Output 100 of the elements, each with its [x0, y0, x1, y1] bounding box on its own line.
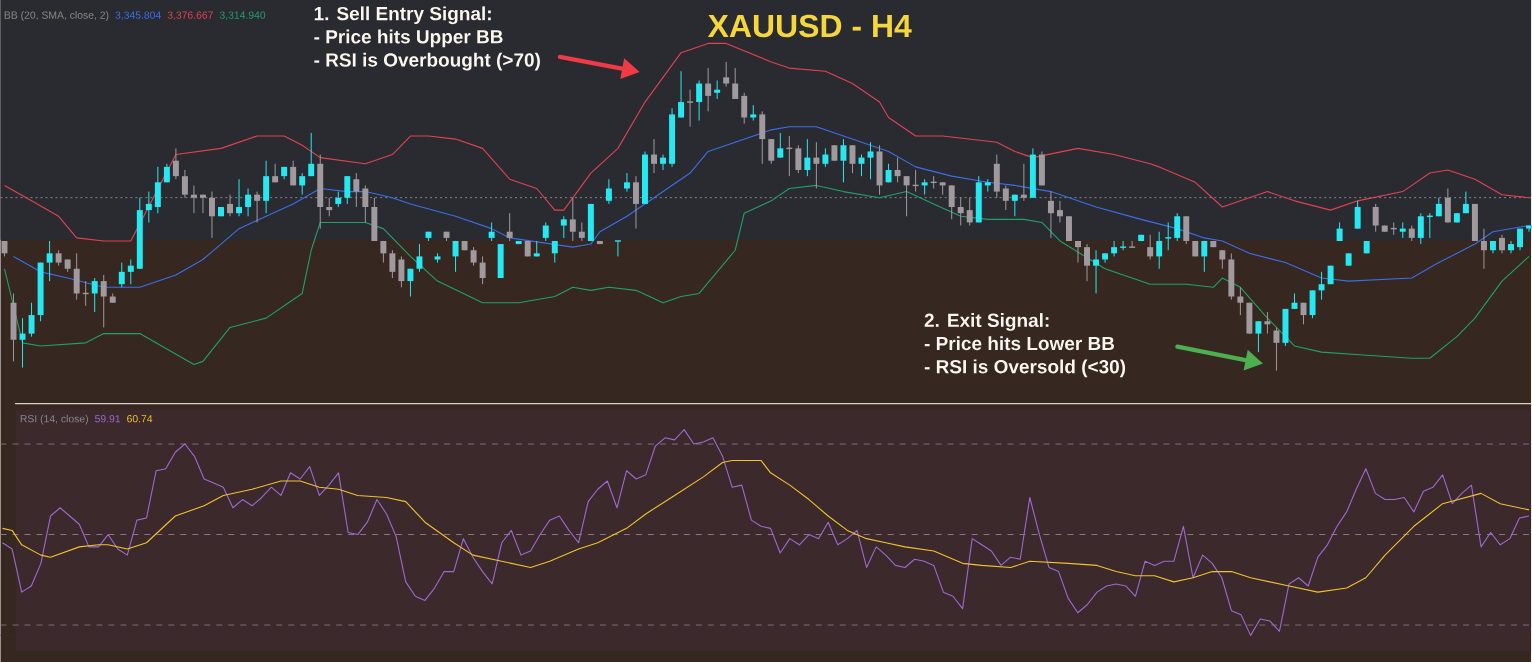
candlestick: [1318, 271, 1325, 300]
text: 59.91: [95, 414, 121, 423]
candlestick: [840, 138, 847, 183]
text: BB (20, SMA, close, 2): [4, 10, 109, 21]
candlestick: [651, 138, 657, 174]
candlestick: [488, 221, 495, 242]
candlestick: [416, 243, 423, 273]
candlestick: [236, 178, 243, 217]
candlestick: [686, 89, 694, 128]
candlestick: [903, 175, 910, 217]
candlestick: [254, 190, 261, 223]
candlestick: [957, 197, 964, 226]
candlestick: [245, 187, 252, 217]
candlestick: [696, 79, 703, 121]
candlestick: [1336, 221, 1343, 242]
candlestick: [1002, 184, 1009, 211]
text: 60.74: [127, 414, 153, 423]
chart-title: XAUUSD - H4: [707, 14, 912, 38]
candlestick: [290, 160, 297, 186]
candlestick: [578, 221, 585, 242]
candlestick: [344, 175, 351, 205]
text: 3,314.940: [219, 11, 266, 20]
annotation: - Price hits Lower BB: [924, 336, 1115, 351]
candlestick: [777, 132, 784, 158]
candlestick: [1174, 212, 1181, 242]
text: 3,345.804: [115, 11, 161, 20]
candlestick: [1499, 234, 1505, 254]
candlestick: [614, 240, 622, 257]
candlestick: [362, 184, 369, 223]
text: RSI (14, close): [20, 414, 88, 425]
candlestick: [100, 274, 107, 328]
candlestick: [190, 184, 197, 214]
candlestick: [660, 153, 667, 171]
candlestick: [1119, 240, 1127, 251]
candlestick: [389, 249, 396, 279]
candlestick: [1264, 311, 1271, 334]
candlestick: [46, 240, 53, 282]
candlestick: [1084, 243, 1090, 282]
candlestick: [804, 138, 811, 177]
candlestick: [1219, 249, 1226, 270]
candlestick: [705, 67, 712, 112]
candlestick: [227, 194, 233, 217]
candlestick: [1020, 163, 1027, 202]
annotation: - RSI is Oversold (<30): [924, 359, 1126, 377]
candlestick: [623, 172, 630, 192]
candlestick: [795, 144, 802, 174]
candlestick: [1093, 249, 1100, 294]
candlestick: [560, 215, 567, 239]
candlestick: [145, 190, 152, 223]
candlestick: [542, 221, 549, 242]
candlestick: [1047, 190, 1054, 239]
candlestick: [605, 178, 612, 205]
text: 3,376.667: [167, 11, 213, 20]
candlestick: [506, 212, 513, 242]
candlestick: [1111, 240, 1118, 257]
candlestick: [479, 255, 486, 285]
candlestick: [91, 277, 98, 313]
candlestick: [849, 144, 856, 174]
candlestick: [948, 184, 955, 220]
candlestick: [19, 317, 26, 368]
candlestick: [470, 246, 477, 266]
candlestick: [1417, 212, 1424, 245]
candlestick: [1372, 203, 1379, 233]
candlestick: [1056, 200, 1063, 223]
candlestick: [569, 197, 576, 242]
candlestick: [822, 147, 829, 168]
candlestick: [1201, 240, 1208, 273]
candlestick: [326, 197, 333, 217]
candlestick: [1164, 221, 1172, 251]
candlestick: [1156, 231, 1163, 270]
candlestick: [1237, 286, 1244, 316]
candlestick: [678, 70, 685, 118]
candlestick: [1255, 320, 1262, 353]
candlestick: [1273, 326, 1280, 371]
candlestick: [741, 92, 748, 124]
candlestick: [894, 156, 901, 183]
candlestick: [768, 138, 775, 165]
candlestick: [867, 141, 874, 180]
candlestick: [209, 190, 215, 239]
candlestick: [299, 172, 306, 195]
candlestick: [28, 302, 35, 338]
candlestick: [398, 255, 405, 288]
candlestick: [1128, 240, 1136, 248]
candlestick: [1508, 240, 1514, 254]
candlestick: [732, 67, 739, 100]
candlestick: [172, 147, 179, 180]
candlestick: [714, 79, 721, 100]
annotation: 2. Exit Signal:: [924, 312, 1049, 331]
candlestick: [723, 61, 730, 87]
annotation: - RSI is Overbought (>70): [314, 52, 540, 71]
candlestick: [452, 240, 459, 273]
candlestick: [1480, 227, 1487, 270]
text: 1. Sell Entry Signal:: [314, 6, 491, 24]
candlestick: [966, 197, 973, 226]
candlestick: [181, 169, 188, 199]
candlestick: [118, 261, 125, 288]
candlestick: [127, 258, 134, 285]
candlestick: [1354, 200, 1361, 229]
candlestick: [353, 172, 360, 208]
candlestick: [813, 141, 820, 189]
